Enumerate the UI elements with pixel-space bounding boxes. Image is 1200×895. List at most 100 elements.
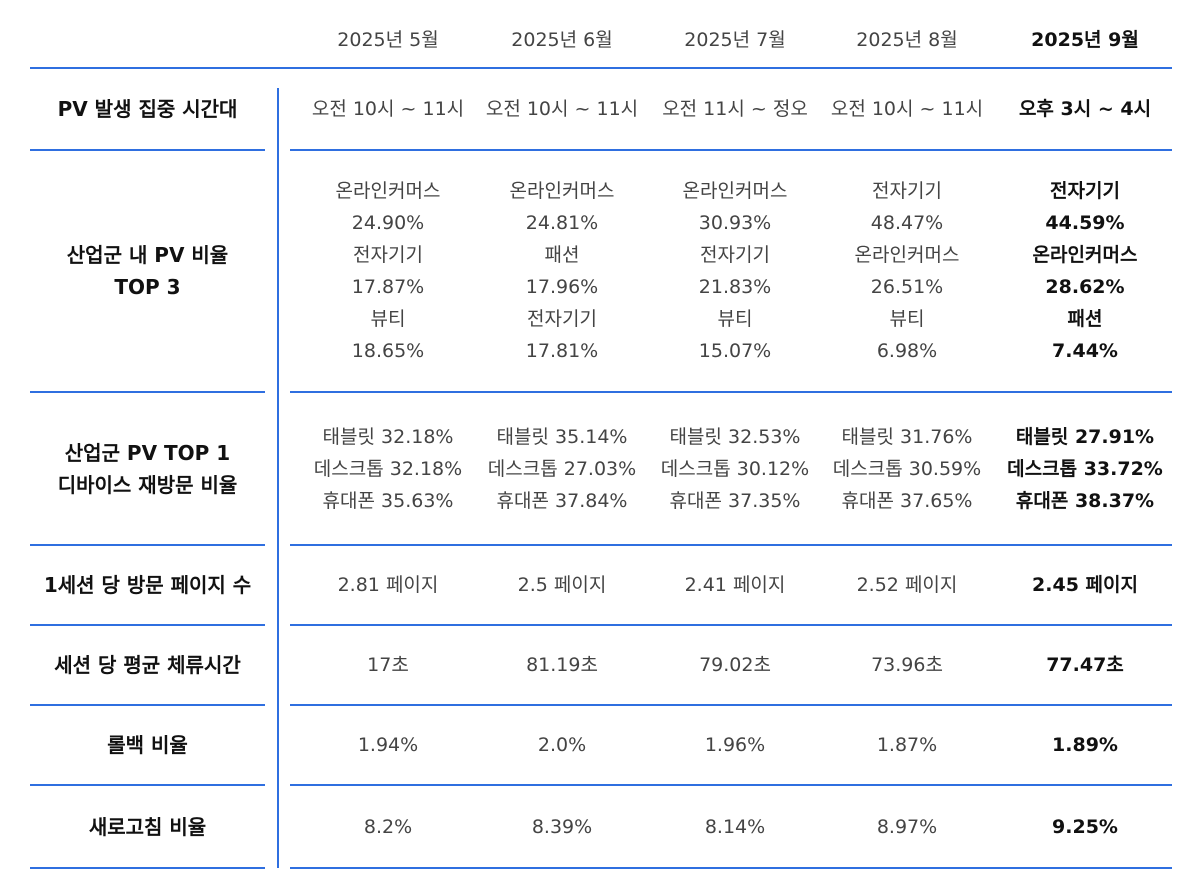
cell-value: 전자기기 [353, 244, 423, 266]
cell-value: 81.19초 [526, 654, 598, 676]
row-label: 롤백 비율 [30, 705, 265, 785]
table-cell: 73.96초 [815, 625, 1000, 705]
table-cell: 2.81 페이지 [296, 545, 481, 625]
table-cell: 2.45 페이지 [993, 545, 1178, 625]
cell-value: 30.93% [698, 212, 772, 234]
cell-value: 17.96% [525, 276, 599, 298]
table-cell: 8.97% [815, 785, 1000, 868]
cell-value: 21.83% [698, 276, 772, 298]
cell-value: 오전 10시 ~ 11시 [485, 98, 639, 120]
row-divider [290, 704, 1172, 706]
cell-value: 전자기기 [1050, 180, 1120, 202]
cell-value: 48.47% [870, 212, 944, 234]
cell-value: 8.14% [704, 815, 766, 838]
cell-value: 패션 [544, 244, 580, 266]
cell-value: 온라인커머스 [335, 180, 441, 202]
table-cell: 태블릿 32.53% 데스크톱 30.12% 휴대폰 37.35% [643, 392, 828, 545]
cell-value: 데스크톱 30.12% [660, 457, 810, 480]
cell-value: 26.51% [870, 276, 944, 298]
row-divider [30, 544, 265, 546]
cell-value: 데스크톱 30.59% [832, 457, 982, 480]
cell-value: 태블릿 31.76% [841, 425, 973, 448]
table-cell: 태블릿 32.18% 데스크톱 32.18% 휴대폰 35.63% [296, 392, 481, 545]
table-cell: 8.39% [470, 785, 655, 868]
cell-value: 8.2% [363, 815, 413, 838]
table-cell: 태블릿 27.91% 데스크톱 33.72% 휴대폰 38.37% [993, 392, 1178, 545]
row-label-line: 산업군 내 PV 비율 [66, 243, 229, 267]
row-divider [290, 867, 1172, 869]
row-divider [30, 624, 265, 626]
cell-value: 태블릿 35.14% [496, 425, 628, 448]
cell-value: 휴대폰 37.84% [496, 489, 628, 512]
column-header: 2025년 6월 [511, 28, 613, 51]
cell-value: 데스크톱 27.03% [487, 457, 637, 480]
table-cell: 오전 10시 ~ 11시 [296, 68, 481, 150]
table-cell: 온라인커머스 24.90% 전자기기 17.87% 뷰티 18.65% [296, 150, 481, 392]
cell-value: 1.89% [1052, 734, 1118, 756]
cell-value: 태블릿 32.18% [322, 425, 454, 448]
cell-value: 전자기기 [527, 308, 597, 330]
cell-value: 77.47초 [1046, 654, 1124, 676]
row-divider [290, 624, 1172, 626]
table-cell: 오전 11시 ~ 정오 [643, 68, 828, 150]
row-divider [290, 784, 1172, 786]
cell-value: 태블릿 32.53% [669, 425, 801, 448]
cell-value: 7.44% [1052, 340, 1118, 362]
table-cell: 태블릿 35.14% 데스크톱 27.03% 휴대폰 37.84% [470, 392, 655, 545]
cell-value: 18.65% [351, 340, 425, 362]
table-cell: 8.2% [296, 785, 481, 868]
row-divider [290, 149, 1172, 151]
cell-value: 뷰티 [889, 308, 925, 330]
cell-value: 휴대폰 35.63% [322, 489, 454, 512]
cell-value: 24.90% [351, 212, 425, 234]
table-cell: 2.52 페이지 [815, 545, 1000, 625]
table-cell: 9.25% [993, 785, 1178, 868]
column-header: 2025년 8월 [856, 28, 958, 51]
cell-value: 휴대폰 37.65% [841, 489, 973, 512]
row-divider [290, 391, 1172, 393]
column-header: 2025년 7월 [684, 28, 786, 51]
row-label-line: 1세션 당 방문 페이지 수 [43, 573, 252, 597]
cell-value: 데스크톱 33.72% [1007, 457, 1163, 480]
table-cell: 1.96% [643, 705, 828, 785]
cell-value: 15.07% [698, 340, 772, 362]
table-cell: 77.47초 [993, 625, 1178, 705]
cell-value: 전자기기 [700, 244, 770, 266]
row-label-line: 산업군 PV TOP 1 [64, 440, 231, 465]
table-cell: 오후 3시 ~ 4시 [993, 68, 1178, 150]
cell-value: 8.39% [531, 815, 593, 838]
cell-value: 오후 3시 ~ 4시 [1018, 98, 1152, 120]
table-cell: 전자기기 44.59% 온라인커머스 28.62% 패션 7.44% [993, 150, 1178, 392]
row-divider [290, 544, 1172, 546]
table-cell: 1.89% [993, 705, 1178, 785]
table-cell: 온라인커머스 24.81% 패션 17.96% 전자기기 17.81% [470, 150, 655, 392]
row-divider [30, 149, 265, 151]
cell-value: 휴대폰 37.35% [669, 489, 801, 512]
table-cell: 81.19초 [470, 625, 655, 705]
cell-value: 1.96% [704, 734, 766, 756]
cell-value: 온라인커머스 [854, 244, 960, 266]
cell-value: 79.02초 [699, 654, 771, 676]
table-cell: 2.0% [470, 705, 655, 785]
row-label: 산업군 내 PV 비율 TOP 3 [30, 150, 265, 392]
cell-value: 오전 11시 ~ 정오 [662, 98, 808, 120]
cell-value: 2.5 페이지 [517, 574, 607, 596]
table-cell: 17초 [296, 625, 481, 705]
row-label-line: 세션 당 평균 체류시간 [54, 653, 241, 677]
row-label-line: 새로고침 비율 [88, 814, 207, 839]
cell-value: 전자기기 [872, 180, 942, 202]
cell-value: 9.25% [1052, 815, 1118, 838]
table-cell: 8.14% [643, 785, 828, 868]
row-divider [30, 784, 265, 786]
table-cell: 2.41 페이지 [643, 545, 828, 625]
cell-value: 패션 [1067, 308, 1103, 330]
row-divider [30, 704, 265, 706]
row-divider [30, 391, 265, 393]
column-divider [277, 88, 279, 868]
cell-value: 태블릿 27.91% [1015, 425, 1155, 448]
header-divider [30, 67, 1172, 69]
cell-value: 휴대폰 38.37% [1015, 489, 1155, 512]
row-divider [30, 867, 265, 869]
cell-value: 1.94% [357, 734, 419, 756]
cell-value: 17.87% [351, 276, 425, 298]
